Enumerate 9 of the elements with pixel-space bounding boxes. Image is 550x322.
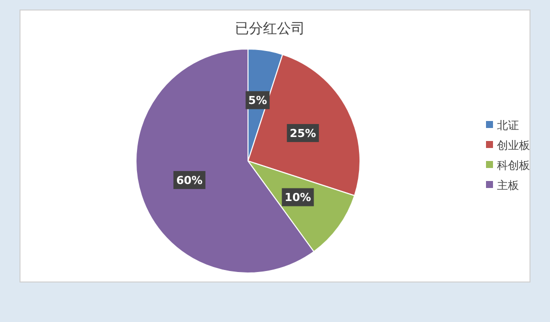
legend-label: 主板 (497, 178, 519, 192)
data-label: 60% (176, 174, 203, 187)
data-label: 5% (248, 94, 267, 108)
legend-label: 创业板 (497, 138, 530, 152)
legend-label: 科创板 (497, 158, 530, 172)
chart-title: 已分红公司 (235, 21, 305, 37)
data-label: 10% (284, 191, 312, 204)
legend-label: 北证 (497, 118, 519, 132)
data-label: 25% (290, 126, 316, 140)
